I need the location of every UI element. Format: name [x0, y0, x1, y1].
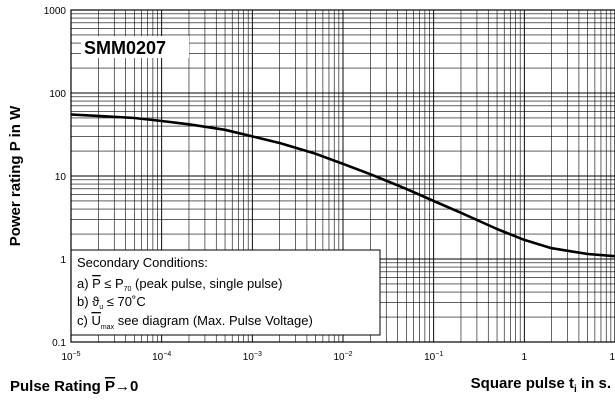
- chart-title: SMM0207: [84, 38, 166, 58]
- condition-b-label: b): [77, 294, 92, 309]
- axis-ticks: 10−510−410−310−210−111010001001010.1: [44, 6, 615, 363]
- y-tick-label: 10: [55, 172, 67, 183]
- condition-c: c) Umax see diagram (Max. Pulse Voltage): [77, 313, 313, 331]
- condition-b-theta: ϑ: [92, 294, 100, 309]
- x-tick-label: 10−5: [61, 351, 80, 363]
- series-line: [70, 113, 615, 258]
- condition-a: a) P ≤ P70 (peak pulse, single pulse): [77, 276, 282, 293]
- x-tick-label-base: 10: [61, 352, 73, 363]
- condition-c-sub: max: [101, 324, 115, 331]
- conditions-heading: Secondary Conditions:: [77, 255, 208, 270]
- conditions-box: [70, 249, 381, 336]
- x-tick-label-exponent: −3: [254, 351, 262, 358]
- chart-title-box: [81, 36, 189, 58]
- x-tick-label-base: 10: [424, 352, 436, 363]
- y-axis-label: Power rating P in W: [7, 105, 24, 246]
- x-axis-label: Square pulse ti in s.: [471, 375, 611, 395]
- condition-a-le: ≤ P: [101, 276, 124, 291]
- condition-b-text: ≤ 70˚C: [103, 294, 146, 309]
- caption-arrow: →: [115, 378, 130, 395]
- x-tick-label-base: 10: [152, 352, 164, 363]
- pulse-rating-caption: Pulse Rating P→0: [10, 378, 138, 395]
- condition-b-sub: u: [99, 304, 103, 311]
- caption-prefix: Pulse Rating: [10, 378, 105, 395]
- x-tick-label: 10−4: [152, 351, 171, 363]
- x-tick-label: 10−1: [424, 351, 443, 363]
- x-tick-label-exponent: −2: [345, 351, 353, 358]
- x-tick-label-base: 10: [243, 352, 255, 363]
- plot-frame: [70, 9, 615, 343]
- y-tick-label: 1: [60, 255, 66, 266]
- x-tick-label-exponent: −5: [73, 351, 81, 358]
- y-tick-label: 100: [49, 89, 66, 100]
- condition-a-p: P: [92, 276, 100, 291]
- condition-a-label: a): [77, 276, 92, 291]
- condition-b: b) ϑu ≤ 70˚C: [77, 294, 146, 311]
- x-tick-label-base: 1: [522, 352, 528, 363]
- x-axis-label-suffix: in s.: [577, 375, 611, 392]
- x-tick-label: 10−2: [333, 351, 352, 363]
- condition-a-text: (peak pulse, single pulse): [131, 276, 282, 291]
- caption-p: P: [105, 378, 115, 395]
- x-tick-label-exponent: −4: [163, 351, 171, 358]
- condition-c-text: see diagram (Max. Pulse Voltage): [114, 313, 313, 328]
- x-axis-label-sub: i: [574, 384, 577, 395]
- caption-suffix: 0: [130, 378, 138, 395]
- condition-c-label: c): [77, 313, 91, 328]
- x-tick-label-base: 10: [333, 352, 345, 363]
- x-tick-label: 10: [609, 352, 615, 363]
- x-tick-label: 1: [522, 352, 528, 363]
- y-tick-label: 0.1: [52, 338, 66, 349]
- y-tick-label: 1000: [44, 6, 67, 17]
- x-axis-label-main: Square pulse t: [471, 375, 574, 392]
- condition-a-sub: 70: [124, 286, 132, 293]
- x-tick-label: 10−3: [243, 351, 262, 363]
- condition-c-u: U: [91, 313, 100, 328]
- curve-layer: [70, 113, 615, 258]
- x-tick-label-base: 10: [609, 352, 615, 363]
- x-tick-label-exponent: −1: [435, 351, 443, 358]
